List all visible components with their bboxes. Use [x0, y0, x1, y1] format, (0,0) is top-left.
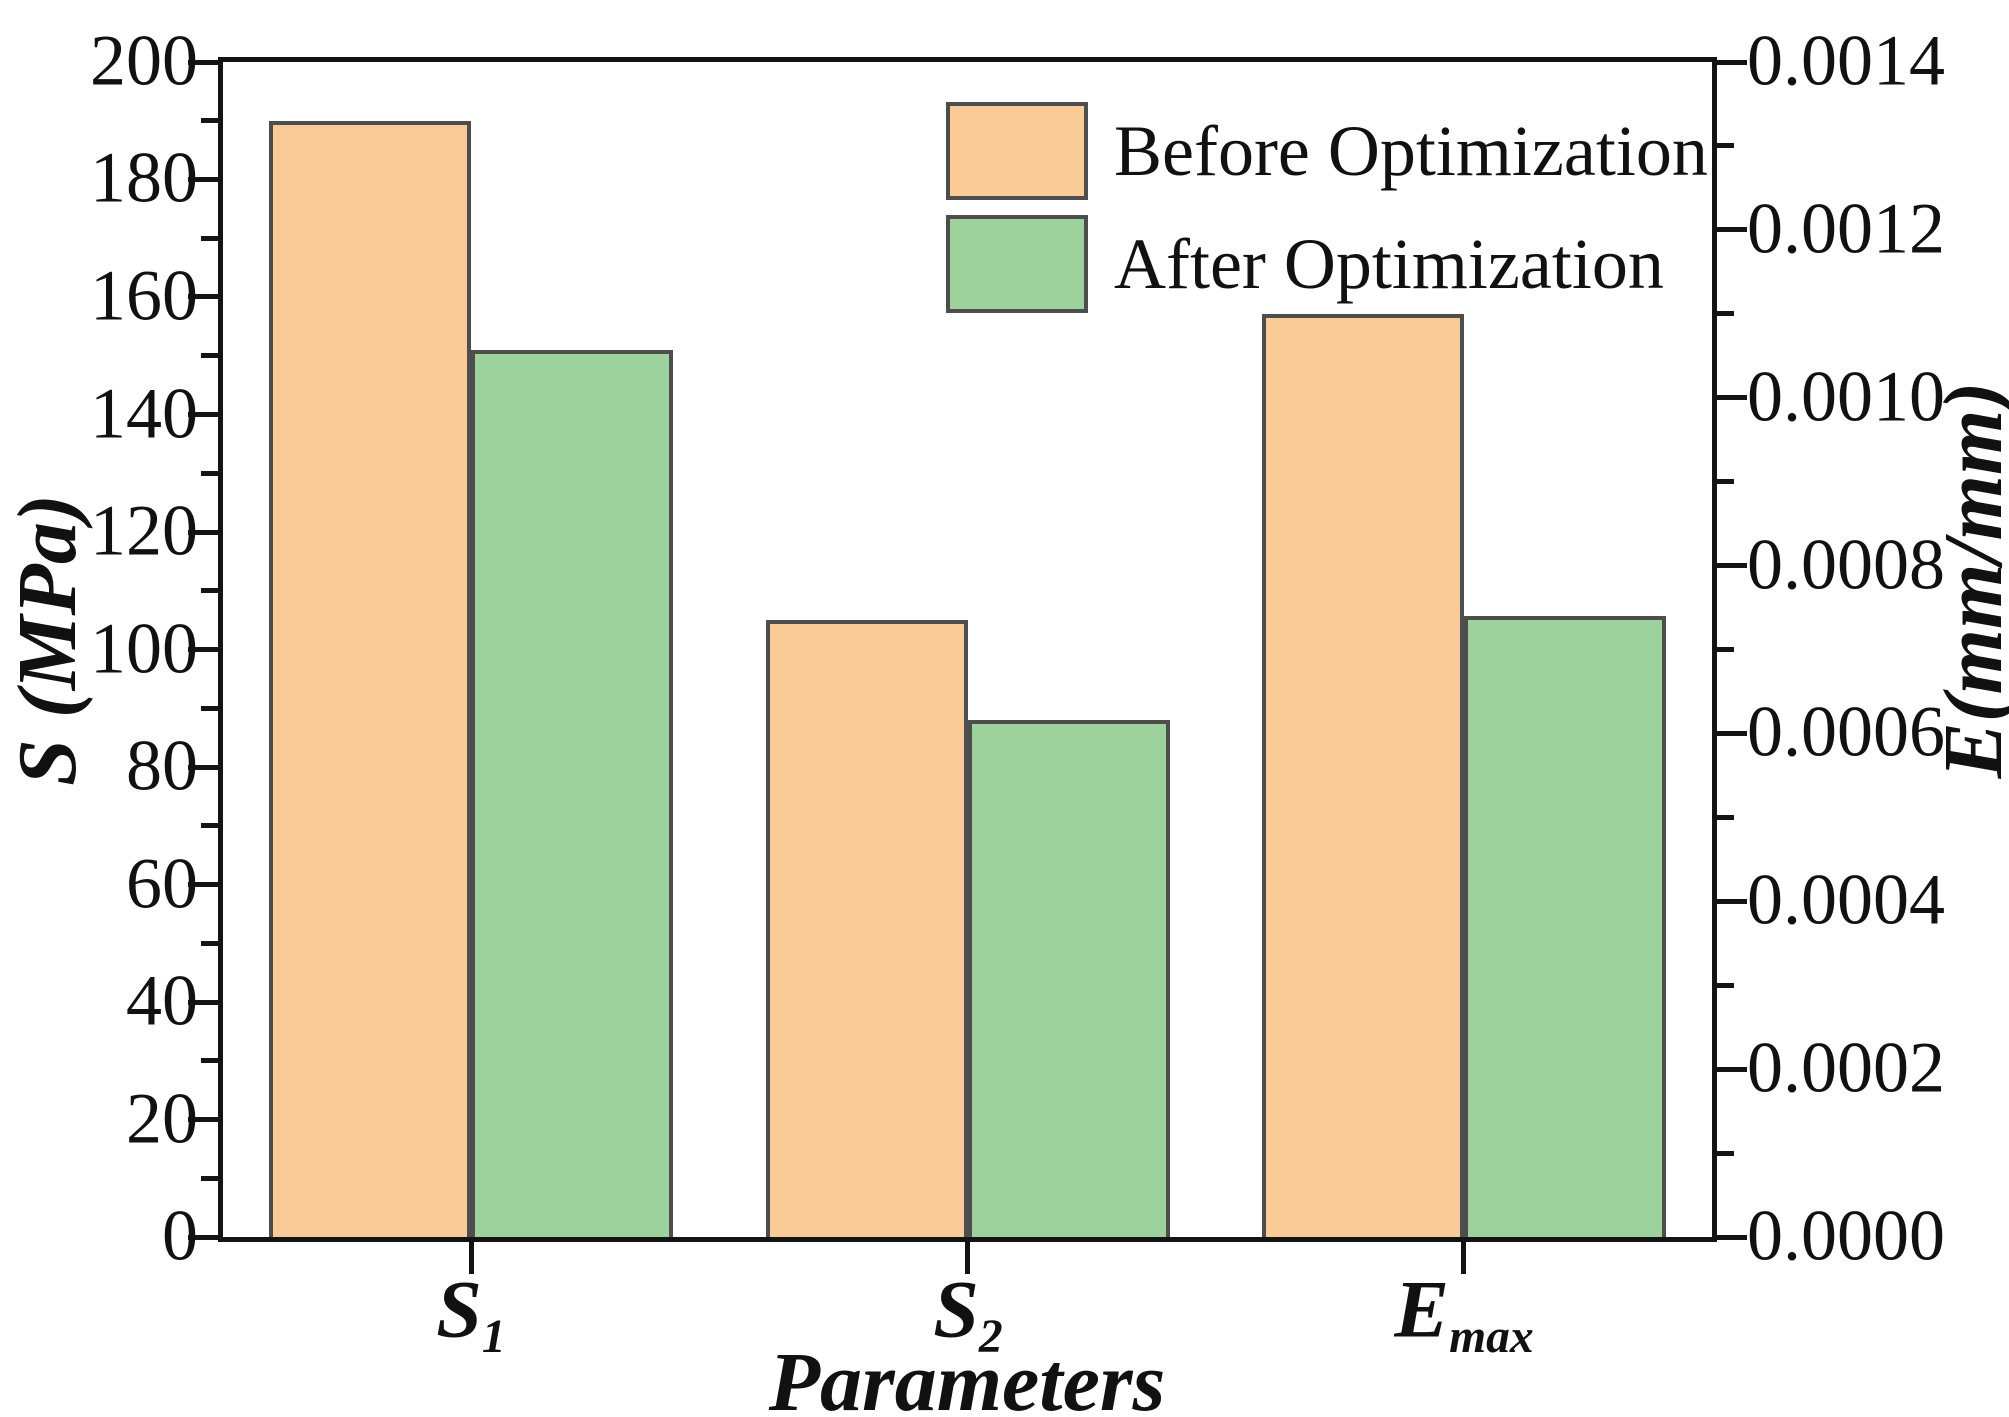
right-axis-minor-tick — [1717, 815, 1734, 820]
right-axis-major-tick — [1717, 60, 1747, 65]
x-category-label-e-max: Emax — [1394, 1268, 1534, 1363]
x-category-subscript: max — [1449, 1310, 1534, 1363]
left-axis-minor-tick — [201, 823, 218, 828]
right-axis-minor-tick — [1717, 647, 1734, 652]
legend-swatch-before-optimization — [946, 102, 1088, 200]
right-axis-major-tick — [1717, 1235, 1747, 1240]
tick-label-right-axis: 0.0006 — [1747, 691, 1945, 772]
x-axis-tick-e-max — [1461, 1242, 1466, 1274]
x-category-base: E — [1394, 1263, 1450, 1355]
legend-label-before-optimization: Before Optimization — [1114, 111, 1708, 191]
legend: Before Optimization After Optimization — [946, 102, 1708, 313]
tick-label-right-axis: 0.0000 — [1747, 1195, 1945, 1276]
legend-item-before-optimization: Before Optimization — [946, 102, 1708, 200]
left-axis-major-tick — [188, 765, 218, 770]
left-axis-major-tick — [188, 60, 218, 65]
tick-label-left-axis: 40 — [126, 960, 198, 1041]
left-axis-major-tick — [188, 1000, 218, 1005]
tick-label-left-axis: 60 — [126, 843, 198, 924]
left-axis-minor-tick — [201, 353, 218, 358]
tick-label-right-axis: 0.0002 — [1747, 1027, 1945, 1108]
left-axis-minor-tick — [201, 118, 218, 123]
legend-swatch-after-optimization — [946, 215, 1088, 313]
left-axis-minor-tick — [201, 588, 218, 593]
bar-after-optimization-e-max — [1464, 616, 1666, 1237]
bar-before-optimization-e-max — [1262, 314, 1464, 1237]
x-category-base: S — [933, 1263, 979, 1355]
x-axis-tick-s-1 — [469, 1242, 474, 1274]
left-axis-major-tick — [188, 1117, 218, 1122]
right-axis-major-tick — [1717, 731, 1747, 736]
right-axis-major-tick — [1717, 395, 1747, 400]
left-axis-major-tick — [188, 294, 218, 299]
x-axis-title: Parameters — [768, 1336, 1166, 1417]
x-category-subscript: 2 — [978, 1310, 1003, 1363]
right-axis-minor-tick — [1717, 1151, 1734, 1156]
bar-before-optimization-s-1 — [269, 121, 471, 1237]
right-axis-major-tick — [1717, 563, 1747, 568]
x-category-base: S — [436, 1263, 482, 1355]
tick-label-right-axis: 0.0010 — [1747, 356, 1945, 437]
right-axis-minor-tick — [1717, 311, 1734, 316]
tick-label-right-axis: 0.0004 — [1747, 859, 1945, 940]
x-category-label-s-2: S2 — [933, 1268, 1003, 1363]
bar-before-optimization-s-2 — [766, 620, 968, 1237]
tick-label-right-axis: 0.0014 — [1747, 20, 1945, 101]
left-axis-major-tick — [188, 1235, 218, 1240]
tick-label-left-axis: 80 — [126, 725, 198, 806]
right-axis-minor-tick — [1717, 143, 1734, 148]
right-axis-major-tick — [1717, 227, 1747, 232]
left-axis-minor-tick — [201, 1058, 218, 1063]
tick-label-left-axis: 0 — [162, 1195, 198, 1276]
right-axis-minor-tick — [1717, 983, 1734, 988]
left-axis-major-tick — [188, 647, 218, 652]
tick-label-left-axis: 100 — [90, 608, 198, 689]
left-axis-major-tick — [188, 412, 218, 417]
left-axis-major-tick — [188, 530, 218, 535]
tick-label-left-axis: 140 — [90, 373, 198, 454]
bar-after-optimization-s-1 — [471, 350, 673, 1237]
tick-label-left-axis: 160 — [90, 255, 198, 336]
left-axis-minor-tick — [201, 236, 218, 241]
left-axis-minor-tick — [201, 941, 218, 946]
x-category-subscript: 1 — [481, 1310, 506, 1363]
left-axis-major-tick — [188, 882, 218, 887]
tick-label-right-axis: 0.0012 — [1747, 188, 1945, 269]
x-axis-tick-s-2 — [965, 1242, 970, 1274]
left-axis-major-tick — [188, 177, 218, 182]
right-axis-major-tick — [1717, 899, 1747, 904]
right-axis-minor-tick — [1717, 479, 1734, 484]
left-axis-minor-tick — [201, 471, 218, 476]
bar-after-optimization-s-2 — [968, 720, 1170, 1237]
x-category-label-s-1: S1 — [436, 1268, 506, 1363]
tick-label-left-axis: 120 — [90, 490, 198, 571]
tick-label-left-axis: 20 — [126, 1078, 198, 1159]
right-axis-major-tick — [1717, 1067, 1747, 1072]
legend-label-after-optimization: After Optimization — [1114, 224, 1664, 304]
legend-item-after-optimization: After Optimization — [946, 215, 1708, 313]
left-axis-minor-tick — [201, 1176, 218, 1181]
tick-label-right-axis: 0.0008 — [1747, 524, 1945, 605]
tick-label-left-axis: 180 — [90, 137, 198, 218]
tick-label-left-axis: 200 — [90, 20, 198, 101]
left-axis-minor-tick — [201, 706, 218, 711]
